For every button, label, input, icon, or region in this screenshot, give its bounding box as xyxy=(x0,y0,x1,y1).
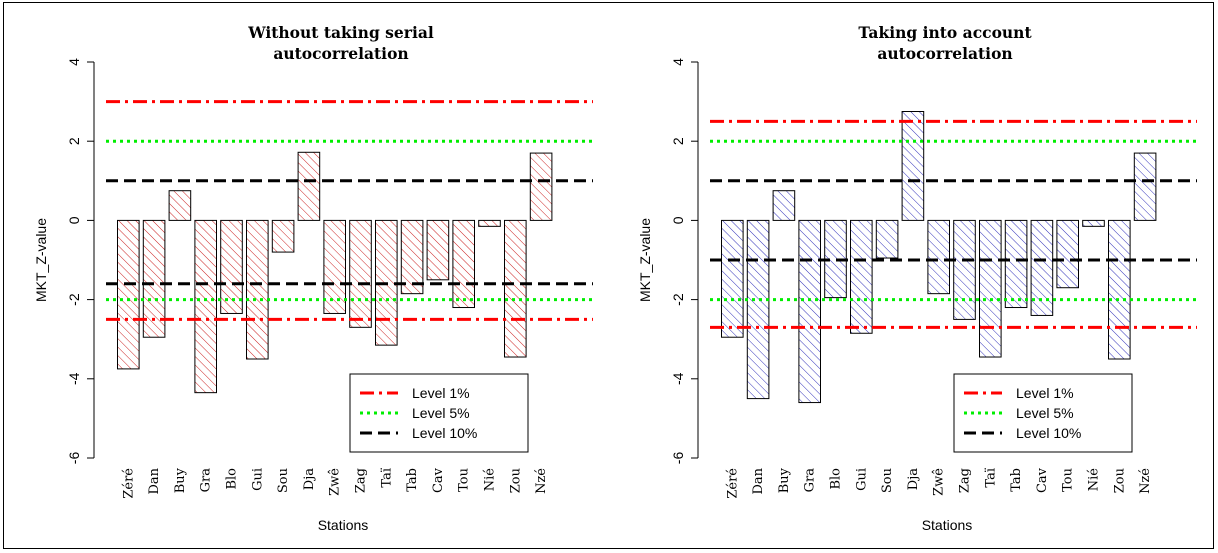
x-tick-label: Sou xyxy=(880,468,895,493)
bar xyxy=(850,219,873,334)
y-tick-label: -2 xyxy=(66,293,82,306)
bar xyxy=(194,219,217,394)
bar xyxy=(426,219,450,281)
figure-frame xyxy=(3,2,1214,549)
bar xyxy=(478,219,501,227)
x-tick-label: Gui xyxy=(250,468,265,491)
x-tick-label: Blo xyxy=(829,468,844,490)
x-tick-label: Dan xyxy=(147,467,162,494)
x-tick-label: Nzé xyxy=(534,468,549,494)
bar xyxy=(772,190,796,221)
chart-right: Taking into account autocorrelation 4 2 0 -2 -… xyxy=(637,23,1197,533)
y-tick-label: -4 xyxy=(670,372,686,385)
x-tick-label: Tab xyxy=(405,468,420,492)
legend-box xyxy=(953,373,1133,453)
chart-title-line: autocorrelation xyxy=(877,44,1012,63)
bar xyxy=(117,219,140,370)
y-tick-label: 4 xyxy=(670,58,686,66)
x-tick-label: Blo xyxy=(225,468,240,490)
x-tick-label: Taï xyxy=(379,467,394,487)
legend-label: Level 1% xyxy=(412,385,470,401)
x-tick-label: Sou xyxy=(276,468,291,493)
x-tick-label: Gra xyxy=(199,468,214,493)
bar xyxy=(721,219,744,338)
x-tick-label: Dan xyxy=(751,467,766,494)
bar xyxy=(1030,219,1054,316)
x-tick-label: Zéré xyxy=(121,468,136,499)
x-tick-label: Cav xyxy=(1035,467,1050,493)
x-tick-label: Tou xyxy=(457,468,472,492)
legend-box xyxy=(349,373,529,453)
x-tick-label: Zwê xyxy=(932,468,947,496)
bar xyxy=(798,219,821,404)
y-tick-label: 4 xyxy=(66,58,82,66)
bar xyxy=(349,219,372,328)
legend-label: Level 5% xyxy=(1016,405,1074,421)
y-tick-label: -2 xyxy=(670,293,686,306)
y-axis-label: MKT_Z-value xyxy=(637,218,653,302)
bar xyxy=(1004,219,1028,309)
y-tick-label: -6 xyxy=(66,452,82,465)
bar xyxy=(271,219,295,253)
bar xyxy=(142,219,166,338)
x-tick-label: Nié xyxy=(483,468,498,492)
x-tick-label: Tab xyxy=(1009,468,1024,492)
bar xyxy=(875,219,899,259)
bar xyxy=(1108,219,1131,360)
bar xyxy=(246,219,269,360)
x-tick-label: Zou xyxy=(508,468,523,493)
bar xyxy=(1133,152,1157,221)
x-tick-label: Cav xyxy=(431,467,446,493)
bar xyxy=(1082,219,1105,227)
x-tick-label: Zwê xyxy=(328,468,343,496)
chart-left: Without taking serial autocorrelation 4 2 0 -… xyxy=(33,23,593,533)
chart-title-line: Without taking serial xyxy=(247,23,434,42)
y-tick-label: -4 xyxy=(66,372,82,385)
bar xyxy=(529,152,553,221)
y-axis-label: MKT_Z-value xyxy=(33,218,49,302)
x-tick-label: Gui xyxy=(854,468,869,491)
chart-title-line: autocorrelation xyxy=(273,44,408,63)
legend-label: Level 1% xyxy=(1016,385,1074,401)
bar xyxy=(979,219,1002,358)
x-tick-label: Zou xyxy=(1112,468,1127,493)
y-tick-label: -6 xyxy=(670,452,686,465)
bar xyxy=(323,219,346,314)
x-tick-label: Nzé xyxy=(1138,468,1153,494)
x-tick-label: Zag xyxy=(354,468,369,493)
bar xyxy=(297,151,321,221)
y-tick-label: 2 xyxy=(66,137,82,145)
legend-label: Level 5% xyxy=(412,405,470,421)
chart-title-line: Taking into account xyxy=(858,23,1032,42)
bar xyxy=(168,190,192,221)
bar xyxy=(452,219,475,309)
x-tick-label: Buy xyxy=(777,467,792,493)
x-axis-label: Stations xyxy=(922,517,973,533)
x-tick-label: Nié xyxy=(1087,468,1102,492)
bar xyxy=(746,219,770,400)
bar xyxy=(901,111,925,221)
x-tick-label: Buy xyxy=(173,467,188,493)
bar xyxy=(400,219,424,295)
bar xyxy=(953,219,976,320)
x-axis-label: Stations xyxy=(318,517,369,533)
x-tick-label: Zag xyxy=(958,468,973,493)
legend-label: Level 10% xyxy=(1016,425,1081,441)
bar xyxy=(1056,219,1079,289)
x-tick-label: Dja xyxy=(906,468,921,490)
bar xyxy=(220,219,243,314)
x-tick-label: Gra xyxy=(803,468,818,493)
x-tick-label: Dja xyxy=(302,468,317,490)
x-tick-label: Zéré xyxy=(725,468,740,499)
y-tick-label: 0 xyxy=(670,216,686,224)
x-tick-label: Taï xyxy=(983,467,998,487)
bar xyxy=(504,219,527,358)
y-tick-label: 2 xyxy=(670,137,686,145)
legend-label: Level 10% xyxy=(412,425,477,441)
y-tick-label: 0 xyxy=(66,216,82,224)
x-tick-label: Tou xyxy=(1061,468,1076,492)
bar xyxy=(927,219,950,295)
